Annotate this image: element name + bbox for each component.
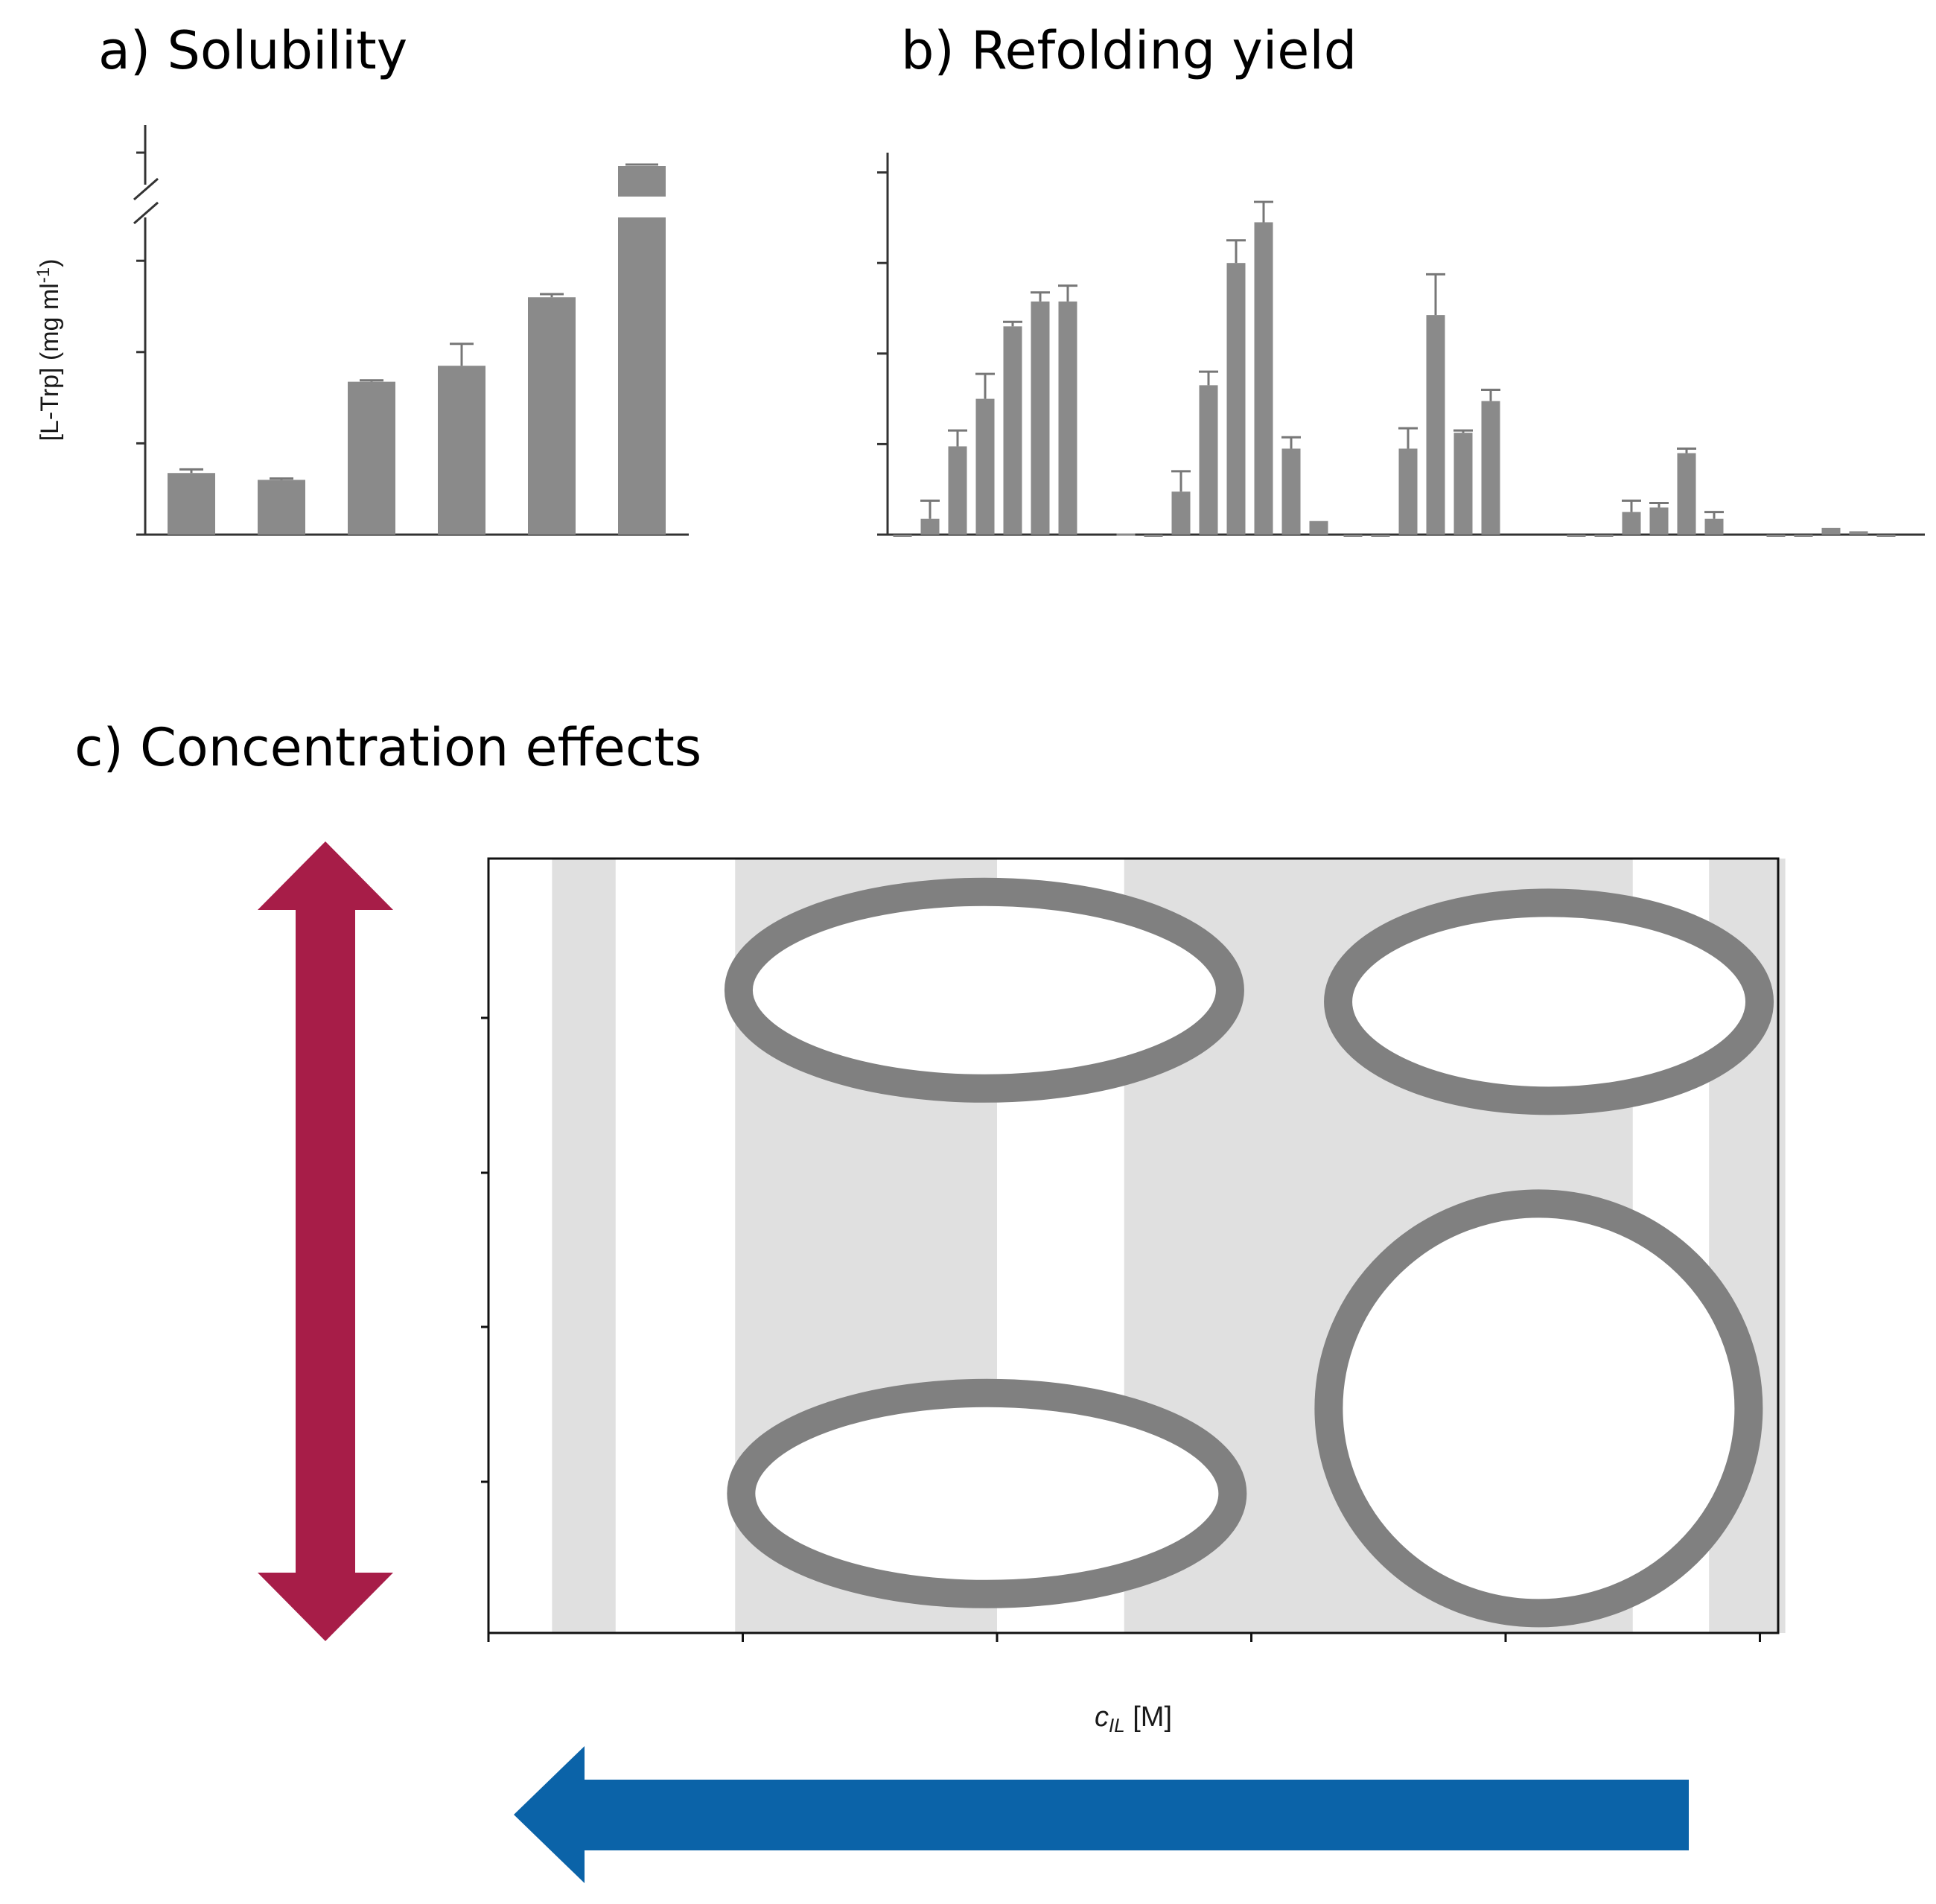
b-bar — [1199, 385, 1218, 535]
c-region-dilute — [552, 859, 616, 1633]
c-vertical-double-arrow — [258, 841, 393, 1641]
b-bar — [1226, 263, 1246, 535]
b-bar — [1031, 301, 1050, 535]
b-bar — [1481, 401, 1500, 535]
b-bar — [1622, 512, 1641, 535]
b-bar — [1567, 535, 1586, 537]
panel-a-solubility-chart: [L-Trp] (mg ml-1) — [34, 125, 689, 536]
c-oval — [724, 877, 1244, 1103]
b-bar — [1876, 535, 1896, 537]
c-oval — [727, 1378, 1247, 1608]
b-bar — [1677, 453, 1696, 535]
b-bar — [1281, 448, 1301, 535]
b-bar — [1704, 518, 1724, 535]
panel-a-title: a) Solubility — [98, 20, 407, 81]
a-bar-NaCl — [258, 480, 305, 535]
a-bar-EMIMCl — [348, 381, 395, 535]
panel-b-title: b) Refolding yield — [901, 20, 1357, 81]
b-bar — [1766, 535, 1786, 537]
b-bar — [1649, 507, 1669, 535]
b-bar — [1398, 448, 1418, 535]
b-bar — [1144, 535, 1163, 537]
b-bar — [1594, 535, 1614, 537]
c-oval — [1314, 1189, 1763, 1628]
b-bar — [1371, 535, 1390, 537]
a-axis-break-mark — [133, 201, 159, 225]
b-bar — [948, 446, 967, 535]
c-plot-frame — [487, 857, 1780, 1634]
panel-b-refolding-chart — [877, 153, 1925, 537]
b-bar — [1003, 326, 1022, 535]
a-axis-break-mark — [133, 177, 159, 201]
b-bar — [1821, 527, 1841, 535]
panel-c-title: c) Concentration effects — [74, 717, 701, 778]
b-bar — [975, 398, 995, 535]
c-hydration-arrow — [514, 1746, 1689, 1883]
b-bar — [1254, 222, 1273, 535]
b-bar — [1343, 535, 1363, 537]
panel-c-concentration-diagram: cIL [M] — [258, 841, 1786, 1883]
a-bar-no salt — [168, 473, 215, 535]
a-bar-OMIMCl — [618, 217, 666, 535]
b-bar — [1794, 535, 1813, 537]
c-oval — [1324, 888, 1774, 1115]
b-bar — [1453, 433, 1473, 535]
b-bar — [1426, 315, 1445, 535]
a-bar-HMIMCl — [528, 297, 576, 535]
b-bar — [1309, 520, 1328, 535]
b-bar — [1058, 301, 1077, 535]
b-bar — [920, 518, 940, 535]
c-x-axis-label: cIL [M] — [1095, 1701, 1172, 1736]
a-bar-top-OMIMCl — [618, 166, 666, 197]
b-bar — [893, 535, 912, 537]
a-y-axis-label: [L-Trp] (mg ml-1) — [34, 259, 64, 442]
a-bar-BMIMCl — [438, 366, 485, 535]
b-bar — [1171, 491, 1191, 535]
b-bar — [1849, 531, 1868, 535]
b-bar — [1116, 533, 1136, 536]
